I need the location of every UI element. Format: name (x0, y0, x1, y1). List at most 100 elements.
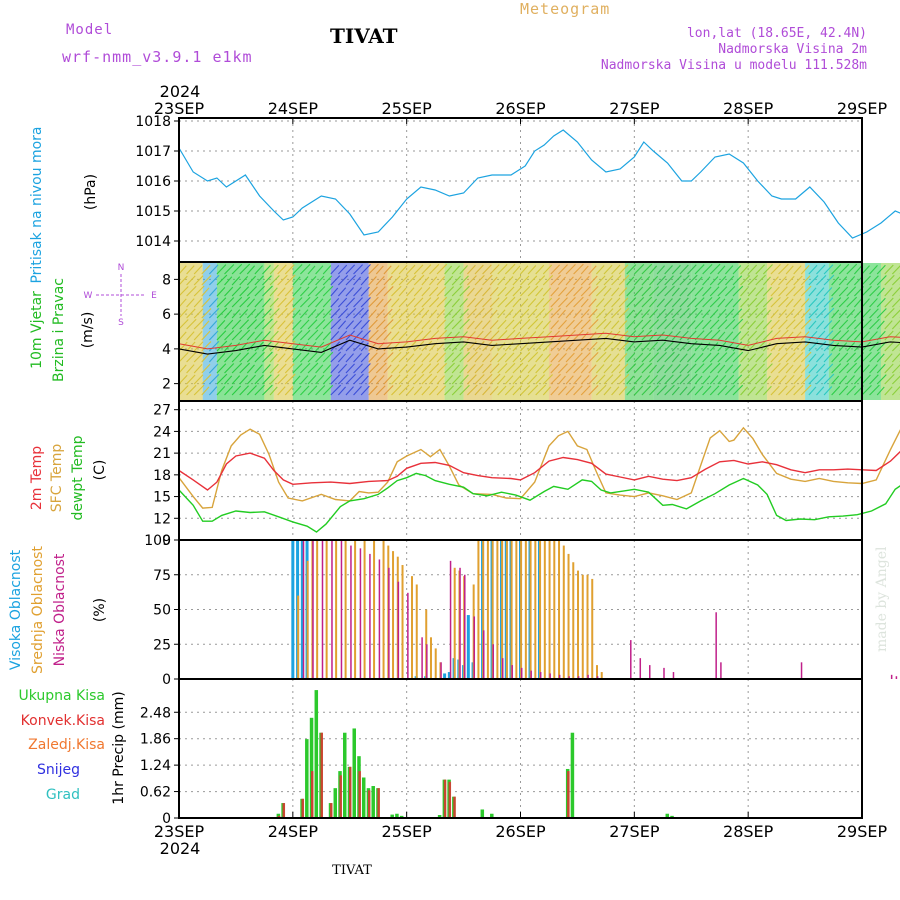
wind-barb (406, 330, 416, 341)
wind-barb (702, 309, 711, 319)
cloud-bar (572, 562, 575, 679)
wind-barb (603, 287, 612, 297)
wind-barb (307, 319, 318, 330)
wind-barb (383, 286, 394, 297)
wind-barb (201, 386, 210, 396)
wind-barb (360, 330, 371, 341)
wind-barb (406, 308, 417, 319)
wind-barb (512, 362, 524, 374)
wind-barb (330, 287, 339, 297)
wind-barb (725, 275, 735, 286)
cloud-bar (672, 672, 675, 679)
wind-barb (330, 275, 341, 286)
wind-barb (558, 276, 566, 286)
wind-barb (679, 386, 688, 396)
wind-label-1: 10m Vjetar (29, 291, 45, 369)
wind-barb (375, 286, 386, 297)
wind-barb (808, 320, 817, 330)
wind-barb (869, 351, 880, 363)
wind-barb (891, 287, 900, 297)
precip-total-bar (361, 777, 366, 818)
wind-barb (770, 309, 779, 319)
y-tick-label: 50 (153, 603, 171, 619)
wind-barb (246, 298, 256, 308)
wind-barb (558, 319, 567, 330)
wind-barb (861, 298, 870, 308)
wind-barb (262, 275, 272, 286)
wind-barb (322, 275, 333, 286)
wind-barb (246, 364, 255, 374)
wind-barb (262, 297, 271, 308)
wind-barb (277, 386, 286, 396)
precip-legend-grad: Grad (46, 787, 80, 803)
y-tick-label: 0 (162, 811, 171, 827)
wind-barb (861, 351, 872, 363)
wind-barb (489, 297, 500, 308)
wind-barb (762, 286, 772, 297)
wind-barb (277, 287, 286, 297)
wind-barb (322, 298, 332, 308)
wind-barb (778, 342, 787, 352)
time-label-top: 28SEP (723, 99, 774, 118)
wind-barb (337, 386, 347, 396)
wind-barb (413, 307, 425, 319)
wind-barb (186, 298, 195, 308)
wind-color-band (691, 263, 739, 400)
wind-barb (694, 363, 705, 374)
y-tick-label: 1014 (135, 234, 171, 250)
wind-barb (178, 298, 187, 308)
wind-barb (459, 331, 468, 341)
wind-barb (717, 308, 727, 319)
wind-barb (337, 374, 349, 385)
wind-barb (504, 385, 515, 396)
wind-barb (732, 298, 742, 308)
wind-barb (611, 363, 621, 374)
wind-barb (269, 264, 279, 275)
wind-barb (322, 285, 334, 297)
wind-barb (747, 320, 757, 330)
wind-barb (459, 285, 470, 297)
wind-barb (315, 331, 324, 341)
wind-barb (573, 342, 582, 352)
wind-barb (368, 362, 379, 374)
wind-barb (497, 276, 506, 286)
wind-barb (793, 385, 804, 396)
wind-barb (520, 298, 529, 308)
wind-barb (558, 385, 567, 396)
wind-barb (762, 309, 771, 319)
wind-barb (489, 276, 498, 286)
wind-barb (823, 386, 833, 396)
wind-barb (383, 331, 392, 341)
wind-barb (277, 307, 288, 319)
wind-barb (550, 386, 559, 396)
time-label-top: 29SEP (837, 99, 888, 118)
wind-barb (413, 330, 424, 341)
wind-barb (474, 386, 483, 396)
y-tick-label: 2.48 (140, 705, 171, 721)
wind-barb (869, 374, 879, 385)
wind-barb (732, 275, 743, 286)
wind-barb (823, 353, 833, 363)
wind-barb (876, 363, 886, 374)
wind-barb (565, 309, 574, 319)
wind-barb (876, 297, 886, 308)
wind-barb (702, 375, 711, 385)
wind-barb (231, 375, 241, 385)
wind-barb (611, 330, 621, 341)
wind-barb (793, 265, 802, 275)
wind-barb (315, 352, 326, 363)
wind-barb (292, 319, 302, 330)
cloud-bar (539, 540, 542, 679)
wind-barb (793, 308, 803, 319)
wind-barb (459, 265, 468, 275)
wind-barb (565, 342, 574, 352)
wind-barb (595, 318, 607, 330)
cloud-bar (800, 662, 803, 679)
wind-barb (550, 320, 559, 330)
wind-barb (717, 331, 726, 341)
wind-barb (300, 375, 309, 385)
lonlat-text: lon,lat (18.65E, 42.4N) (687, 26, 867, 41)
wind-barb (656, 374, 666, 385)
wind-barb (823, 340, 835, 352)
wind-color-band (548, 263, 592, 400)
